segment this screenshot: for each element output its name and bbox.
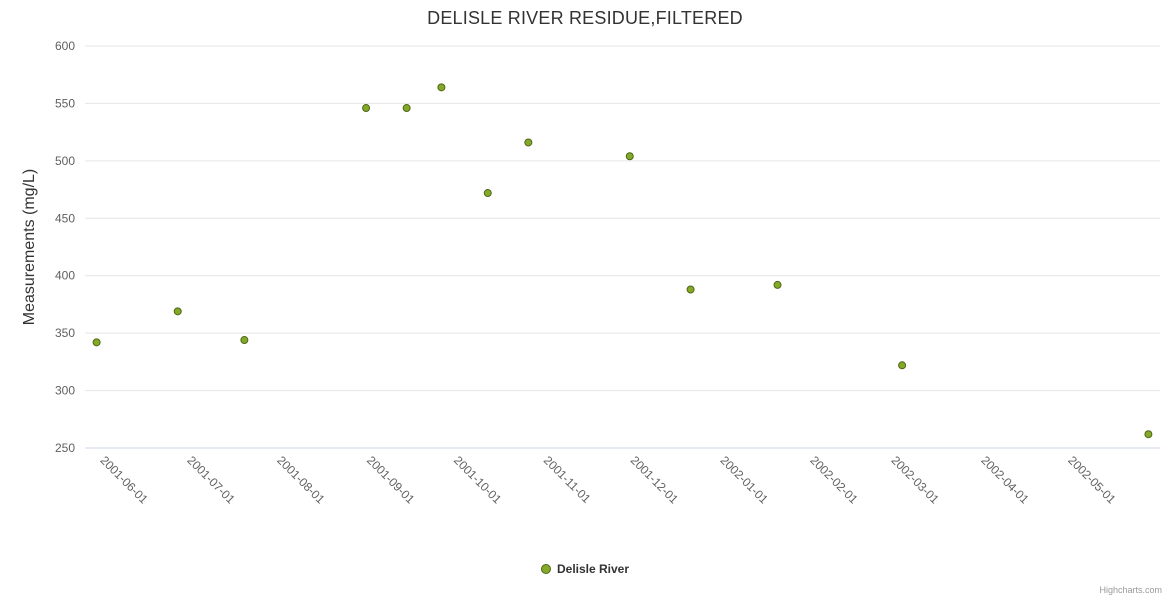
data-point[interactable] xyxy=(686,285,695,294)
x-tick-label: 2001-06-01 xyxy=(97,453,151,507)
y-tick-label: 250 xyxy=(55,441,75,455)
x-tick-label: 2001-10-01 xyxy=(451,453,505,507)
x-tick-label: 2001-11-01 xyxy=(541,453,594,506)
y-tick-label: 400 xyxy=(55,269,75,283)
x-tick-label: 2002-05-01 xyxy=(1065,453,1119,507)
credits-link[interactable]: Highcharts.com xyxy=(1099,585,1162,595)
data-point[interactable] xyxy=(1144,430,1153,439)
data-point[interactable] xyxy=(362,104,371,113)
y-tick-label: 500 xyxy=(55,154,75,168)
y-tick-label: 300 xyxy=(55,384,75,398)
data-point[interactable] xyxy=(402,104,411,113)
y-tick-label: 350 xyxy=(55,326,75,340)
y-axis-title: Measurements (mg/L) xyxy=(21,168,38,326)
x-tick-label: 2001-09-01 xyxy=(364,453,418,507)
data-point[interactable] xyxy=(898,361,907,370)
data-point[interactable] xyxy=(524,138,533,147)
y-tick-label: 550 xyxy=(55,96,75,110)
x-tick-label: 2001-12-01 xyxy=(628,453,682,507)
x-tick-label: 2001-07-01 xyxy=(184,453,238,507)
data-point[interactable] xyxy=(240,336,249,345)
y-tick-label: 450 xyxy=(55,211,75,225)
data-point[interactable] xyxy=(483,189,492,198)
x-tick-label: 2002-02-01 xyxy=(807,453,861,507)
data-point[interactable] xyxy=(92,338,101,347)
x-tick-label: 2001-08-01 xyxy=(274,453,328,507)
chart-title: DELISLE RIVER RESIDUE,FILTERED xyxy=(427,8,743,28)
data-point[interactable] xyxy=(773,280,782,289)
data-point[interactable] xyxy=(625,152,634,161)
x-tick-label: 2002-04-01 xyxy=(978,453,1032,507)
data-point[interactable] xyxy=(173,307,182,316)
legend-label: Delisle River xyxy=(556,562,630,576)
x-tick-label: 2002-01-01 xyxy=(718,453,772,507)
x-tick-label: 2002-03-01 xyxy=(889,453,943,507)
legend-marker-icon xyxy=(540,564,551,574)
data-point[interactable] xyxy=(437,83,446,92)
legend-item[interactable]: Delisle River xyxy=(540,562,630,576)
y-tick-label: 600 xyxy=(55,39,75,53)
